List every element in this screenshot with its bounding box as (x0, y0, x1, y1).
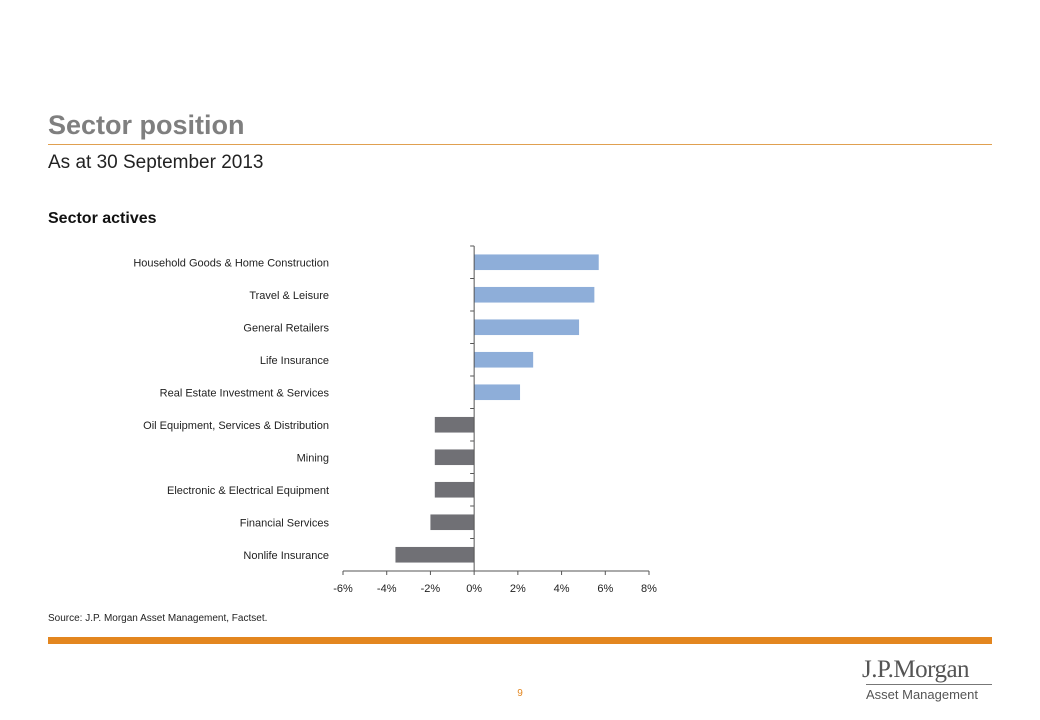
jpmorgan-logo: J.P.Morgan Asset Management (862, 656, 996, 704)
category-label: Financial Services (240, 517, 330, 529)
value-tick-label: 6% (597, 583, 613, 595)
value-tick-label: 0% (466, 583, 482, 595)
bar-4 (474, 384, 521, 401)
category-label: Oil Equipment, Services & Distribution (143, 420, 329, 432)
page-number: 9 (517, 688, 523, 699)
bar-8 (430, 514, 475, 531)
value-tick-label: 8% (641, 583, 657, 595)
category-label: Electronic & Electrical Equipment (167, 485, 329, 497)
bar-7 (434, 481, 475, 498)
bar-9 (395, 546, 475, 563)
footer-accent-bar (48, 637, 992, 644)
bar-1 (474, 286, 595, 303)
category-label: General Retailers (243, 322, 329, 334)
category-label: Travel & Leisure (249, 290, 329, 302)
sector-actives-chart: Household Goods & Home Construction Trave… (133, 245, 657, 595)
logo-subtitle: Asset Management (866, 687, 979, 702)
bar-0 (474, 254, 599, 271)
page-title: Sector position (48, 110, 245, 140)
bar-6 (434, 449, 475, 466)
value-tick-label: -4% (377, 583, 397, 595)
source-note: Source: J.P. Morgan Asset Management, Fa… (48, 613, 268, 624)
page-subtitle: As at 30 September 2013 (48, 152, 264, 173)
value-tick-label: 2% (510, 583, 526, 595)
value-tick-label: -6% (333, 583, 353, 595)
category-label: Household Goods & Home Construction (133, 257, 329, 269)
category-label: Real Estate Investment & Services (160, 387, 330, 399)
logo-wordmark: J.P.Morgan (862, 656, 970, 683)
chart-title: Sector actives (48, 210, 157, 227)
title-divider (48, 144, 992, 145)
bar-5 (434, 416, 475, 433)
category-label: Nonlife Insurance (243, 550, 329, 562)
category-label: Mining (297, 452, 329, 464)
logo-divider (866, 684, 992, 685)
bar-2 (474, 319, 580, 336)
value-tick-label: 4% (554, 583, 570, 595)
category-label: Life Insurance (260, 355, 329, 367)
bar-3 (474, 351, 534, 368)
value-tick-label: -2% (421, 583, 441, 595)
